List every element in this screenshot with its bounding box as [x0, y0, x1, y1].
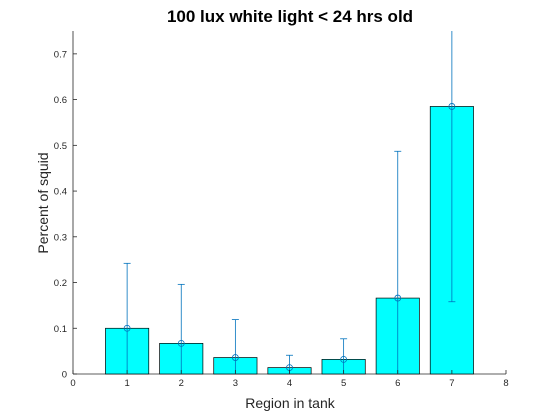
data-point-7: [448, 103, 456, 110]
y-tick-label-0.5: 0.5: [54, 141, 67, 152]
x-tick-label-6: 6: [395, 378, 400, 389]
y-tick-label-0.4: 0.4: [54, 187, 67, 198]
data-point-2: [177, 339, 185, 347]
chart-title: 100 lux white light < 24 hrs old: [167, 7, 413, 26]
x-tick-label-3: 3: [233, 378, 238, 389]
plot-area: 0 1 2 3 4 5 6 7 8 0 0.1 0.2 0.3 0.4 0.5 0.6 0.7: [54, 31, 509, 389]
y-tick-label-0.3: 0.3: [54, 232, 67, 243]
data-point-5: [340, 355, 348, 363]
x-tick-label-8: 8: [503, 378, 508, 389]
x-tick-label-1: 1: [124, 378, 129, 389]
x-tick-label-2: 2: [179, 378, 184, 389]
y-tick-label-0.6: 0.6: [54, 95, 67, 106]
y-tick-label-0.2: 0.2: [54, 278, 67, 289]
x-tick-label-7: 7: [449, 378, 454, 389]
x-tick-label-0: 0: [70, 378, 75, 389]
data-point-1: [123, 324, 131, 332]
y-tick-label-0: 0: [62, 370, 67, 381]
data-point-6: [394, 294, 402, 302]
x-tick-label-5: 5: [341, 378, 346, 389]
data-point-3: [231, 354, 239, 361]
y-axis-label: Percent of squid: [35, 152, 51, 253]
y-tick-label-0.1: 0.1: [54, 324, 67, 335]
y-tick-label-0.7: 0.7: [54, 49, 67, 60]
x-axis-label: Region in tank: [245, 395, 336, 411]
x-tick-label-4: 4: [287, 378, 292, 389]
